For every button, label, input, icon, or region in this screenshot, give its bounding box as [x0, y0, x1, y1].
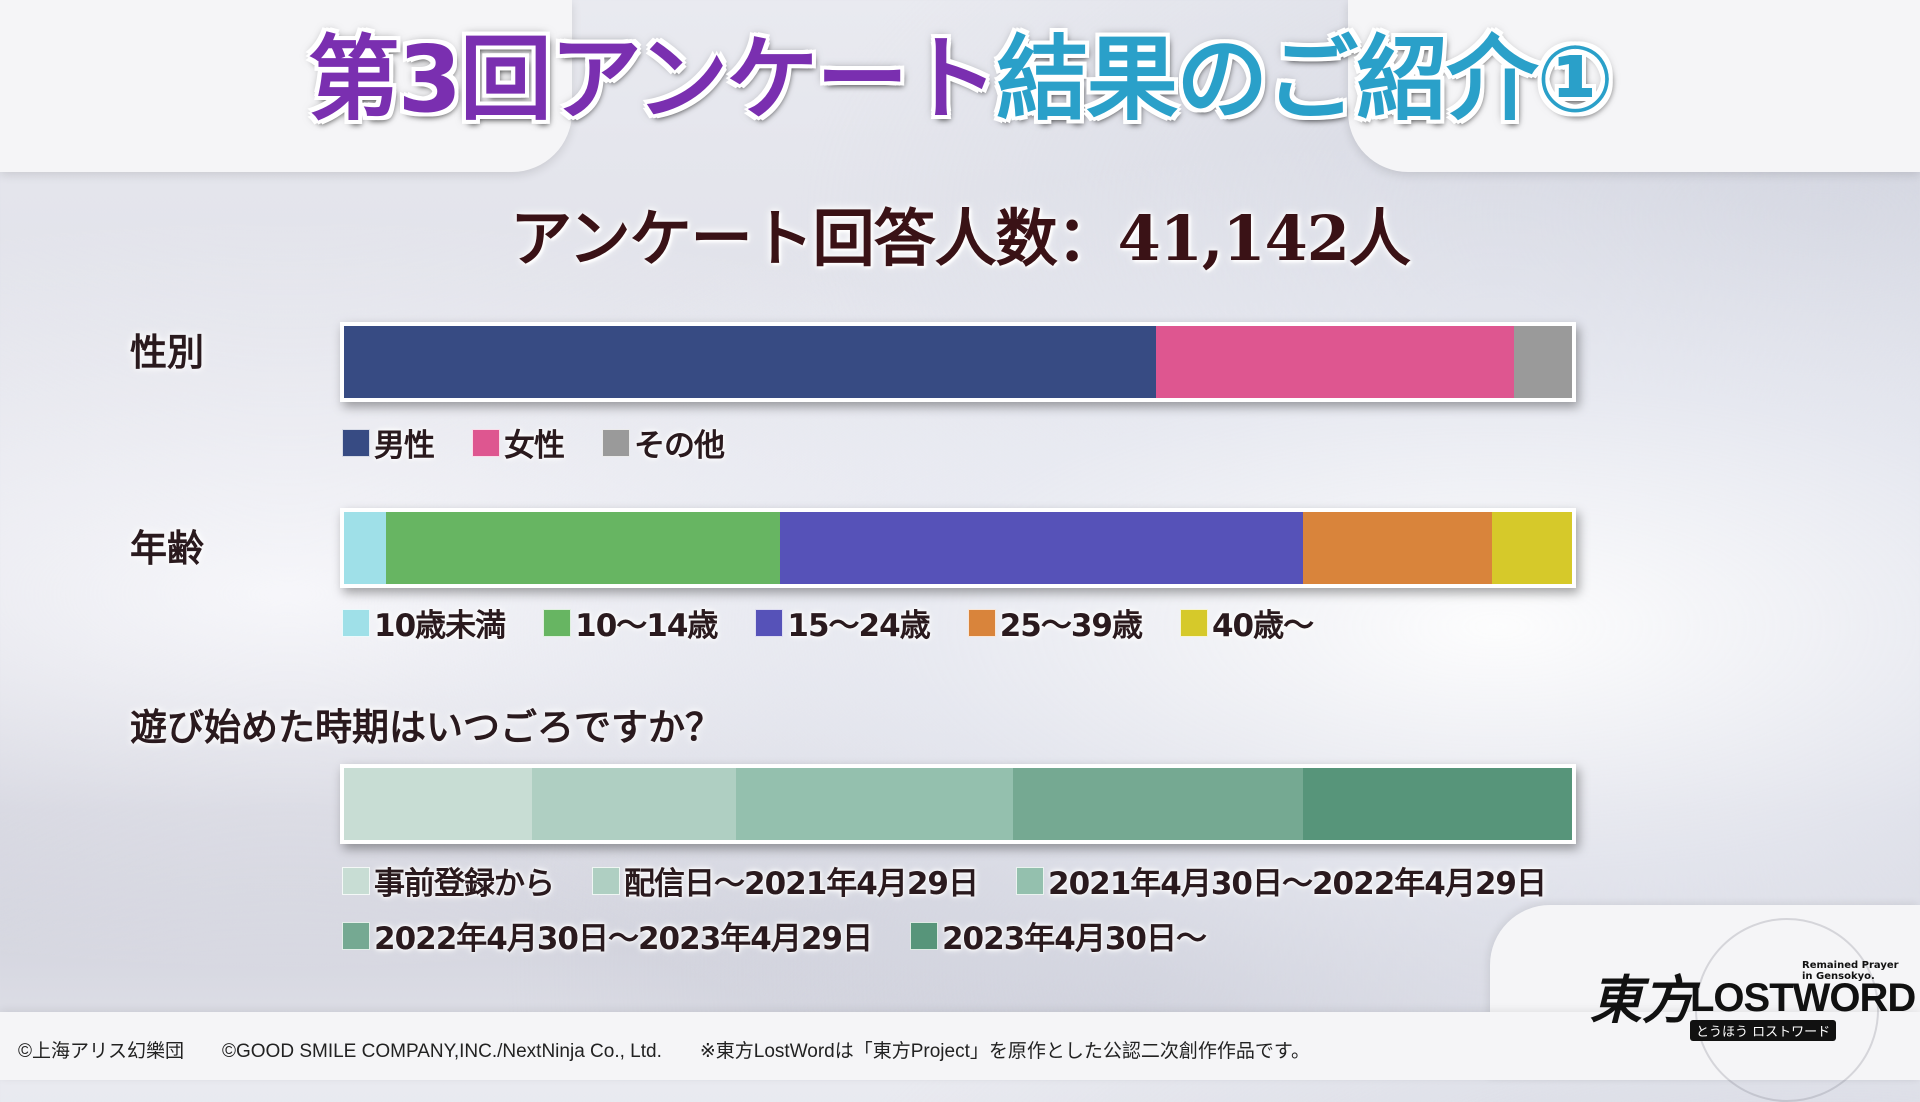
legend-swatch — [342, 428, 370, 457]
legend-label: 10～14歳 — [575, 608, 718, 644]
start-period-label: 遊び始めた時期はいつごろですか？ — [130, 706, 722, 749]
legend-swatch — [755, 608, 784, 637]
title-part2: 結果のご紹介① — [996, 26, 1614, 133]
legend-item: 15～24歳 — [755, 600, 931, 645]
respondent-count: アンケート回答人数：41,142人 — [510, 202, 1411, 275]
legend-swatch — [967, 608, 996, 637]
legend-item: 男性 — [342, 420, 435, 465]
footer-note: ※東方LostWordは「東方Project」を原作とした公認二次創作作品です。 — [699, 1041, 1310, 1062]
legend-swatch — [1179, 608, 1208, 637]
legend-label: 2022年4月30日～2023年4月29日 — [374, 921, 873, 957]
header-panel-left — [0, 0, 572, 172]
legend-item: 10歳未満 — [342, 600, 506, 645]
legend-swatch — [342, 921, 370, 950]
bar-segment — [531, 768, 736, 840]
legend-swatch — [543, 608, 572, 637]
legend-label: 事前登録から — [374, 866, 555, 902]
footer-band — [0, 1012, 1920, 1080]
bar-segment — [1155, 326, 1515, 398]
legend-swatch — [342, 608, 370, 637]
legend-item: 40歳～ — [1179, 600, 1314, 645]
logo-kanji: 東方 — [1590, 970, 1695, 1031]
title-part1: 第3回アンケート — [307, 26, 998, 133]
legend-label: 女性 — [504, 428, 565, 464]
legend-item: 配信日～2021年4月29日 — [592, 858, 979, 903]
bar-segment — [1492, 512, 1572, 584]
legend-label: 2021年4月30日～2022年4月29日 — [1048, 866, 1547, 902]
legend-swatch — [592, 866, 620, 895]
start-period-bar — [340, 764, 1576, 844]
legend-label: 10歳未満 — [374, 608, 506, 644]
gender-bar — [340, 322, 1576, 402]
copyright-gsc: ©GOOD SMILE COMPANY,INC./NextNinja Co., … — [222, 1041, 662, 1062]
header-panel-right — [1348, 0, 1920, 172]
age-legend: 10歳未満 10～14歳 15～24歳 25～39歳 40歳～ — [342, 600, 1351, 645]
bar-segment — [344, 326, 1156, 398]
logo-subtitle: とうほう ロストワード — [1690, 1020, 1837, 1041]
legend-label: 40歳～ — [1211, 608, 1314, 644]
logo-title: LOSTWORD — [1690, 976, 1916, 1020]
game-logo: 東方 LOSTWORD とうほう ロストワード Remained Prayer … — [1590, 918, 1920, 1102]
legend-label: 配信日～2021年4月29日 — [624, 866, 979, 902]
slide-title: 第3回アンケート結果のご紹介① — [0, 20, 1920, 140]
legend-label: 15～24歳 — [787, 608, 930, 644]
legend-item: 女性 — [472, 420, 565, 465]
age-bar — [340, 508, 1576, 588]
bar-segment — [735, 768, 1014, 840]
bar-segment — [779, 512, 1304, 584]
gender-label: 性別 — [130, 331, 204, 374]
legend-label: 25～39歳 — [999, 608, 1143, 644]
legend-label: その他 — [634, 428, 725, 464]
bar-segment — [344, 768, 532, 840]
logo-tagline: Remained Prayer in Gensokyo. — [1802, 960, 1899, 982]
bar-segment — [1514, 326, 1572, 398]
start-period-legend: 事前登録から 配信日～2021年4月29日 2021年4月30日～2022年4月29… — [342, 858, 1642, 958]
gender-legend: 男性 女性 その他 — [342, 420, 762, 465]
legend-item: 2023年4月30日～ — [909, 913, 1207, 958]
footer-copyright: ©上海アリス幻樂団 ©GOOD SMILE COMPANY,INC./NextNi… — [18, 1036, 1348, 1063]
bar-segment — [385, 512, 780, 584]
legend-label: 2023年4月30日～ — [941, 921, 1207, 957]
legend-item: 25～39歳 — [967, 600, 1143, 645]
legend-item: その他 — [602, 420, 725, 465]
legend-item: 2021年4月30日～2022年4月29日 — [1016, 858, 1547, 903]
bar-segment — [1013, 768, 1304, 840]
legend-swatch — [602, 428, 630, 457]
legend-swatch — [342, 866, 370, 895]
legend-swatch — [1016, 866, 1044, 895]
bar-segment — [344, 512, 386, 584]
copyright-zun: ©上海アリス幻樂団 — [18, 1041, 184, 1062]
legend-item: 事前登録から — [342, 858, 555, 903]
bar-segment — [1303, 512, 1493, 584]
legend-swatch — [909, 921, 938, 950]
legend-item: 10～14歳 — [543, 600, 718, 645]
legend-swatch — [472, 428, 500, 457]
legend-label: 男性 — [374, 428, 435, 464]
legend-item: 2022年4月30日～2023年4月29日 — [342, 913, 873, 958]
bar-segment — [1303, 768, 1572, 840]
age-label: 年齢 — [130, 527, 204, 570]
